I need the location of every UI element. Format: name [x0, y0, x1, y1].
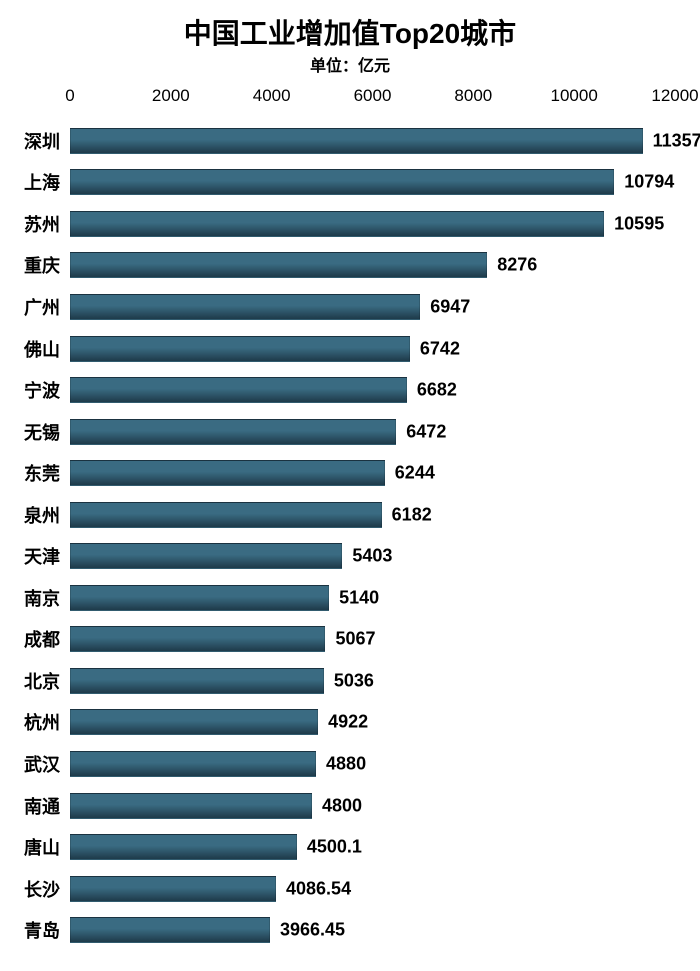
bar-value-label: 5403: [342, 546, 392, 567]
y-category-label: 泉州: [24, 502, 60, 528]
bar: [70, 543, 342, 569]
bar-value-label: 8276: [487, 255, 537, 276]
bar-value-label: 11357: [643, 130, 700, 151]
bar: [70, 377, 407, 403]
bar: [70, 502, 382, 528]
x-tick: 6000: [354, 86, 392, 106]
y-category-label: 无锡: [24, 419, 60, 445]
chart-container: 中国工业增加值Top20城市 单位：亿元 0 2000 4000 6000 8000 10…: [0, 0, 700, 971]
y-category-label: 东莞: [24, 460, 60, 486]
y-category-label: 青岛: [24, 917, 60, 943]
y-category-label: 佛山: [24, 336, 60, 362]
y-category-label: 北京: [24, 668, 60, 694]
bar-value-label: 6472: [396, 421, 446, 442]
bar: [70, 294, 420, 320]
y-category-label: 成都: [24, 626, 60, 652]
bar-value-label: 10595: [604, 213, 664, 234]
y-category-label: 天津: [24, 543, 60, 569]
bar: [70, 585, 329, 611]
bar: [70, 460, 385, 486]
x-tick: 4000: [253, 86, 291, 106]
chart-title: 中国工业增加值Top20城市: [0, 0, 700, 52]
x-tick: 10000: [551, 86, 598, 106]
bar: [70, 709, 318, 735]
plot-area: 1135710794105958276694767426682647262446…: [70, 120, 675, 951]
bar: [70, 917, 270, 943]
bar: [70, 252, 487, 278]
bar-value-label: 4800: [312, 795, 362, 816]
bar-value-label: 6182: [382, 504, 432, 525]
bar: [70, 419, 396, 445]
y-category-label: 宁波: [24, 377, 60, 403]
y-category-label: 苏州: [24, 211, 60, 237]
bar: [70, 876, 276, 902]
bar-value-label: 6682: [407, 380, 457, 401]
y-category-label: 上海: [24, 169, 60, 195]
bar: [70, 169, 614, 195]
x-tick: 8000: [454, 86, 492, 106]
bar: [70, 751, 316, 777]
y-category-label: 南京: [24, 585, 60, 611]
bar: [70, 668, 324, 694]
bar-value-label: 6244: [385, 463, 435, 484]
bar: [70, 834, 297, 860]
bar: [70, 211, 604, 237]
y-category-label: 广州: [24, 294, 60, 320]
y-category-label: 重庆: [24, 252, 60, 278]
x-tick: 0: [65, 86, 74, 106]
bar-value-label: 4922: [318, 712, 368, 733]
bar-value-label: 3966.45: [270, 920, 345, 941]
bar: [70, 793, 312, 819]
y-category-label: 南通: [24, 793, 60, 819]
bar-value-label: 6742: [410, 338, 460, 359]
x-tick: 2000: [152, 86, 190, 106]
y-category-label: 长沙: [24, 876, 60, 902]
bar-value-label: 4500.1: [297, 837, 362, 858]
bar: [70, 128, 643, 154]
bar-value-label: 4880: [316, 754, 366, 775]
bar-value-label: 4086.54: [276, 878, 351, 899]
bar-value-label: 6947: [420, 296, 470, 317]
y-category-label: 深圳: [24, 128, 60, 154]
y-category-label: 武汉: [24, 751, 60, 777]
bar: [70, 626, 325, 652]
chart-subtitle: 单位：亿元: [0, 52, 700, 76]
x-axis: 020004000600080001000012000: [70, 86, 675, 120]
x-tick: 12000: [651, 86, 698, 106]
bar-value-label: 10794: [614, 172, 674, 193]
bar-value-label: 5036: [324, 670, 374, 691]
y-category-label: 唐山: [24, 834, 60, 860]
bar-value-label: 5140: [329, 587, 379, 608]
y-category-label: 杭州: [24, 709, 60, 735]
y-axis-labels: 深圳上海苏州重庆广州佛山宁波无锡东莞泉州天津南京成都北京杭州武汉南通唐山长沙青岛: [0, 120, 66, 951]
bar-value-label: 5067: [325, 629, 375, 650]
bar: [70, 336, 410, 362]
